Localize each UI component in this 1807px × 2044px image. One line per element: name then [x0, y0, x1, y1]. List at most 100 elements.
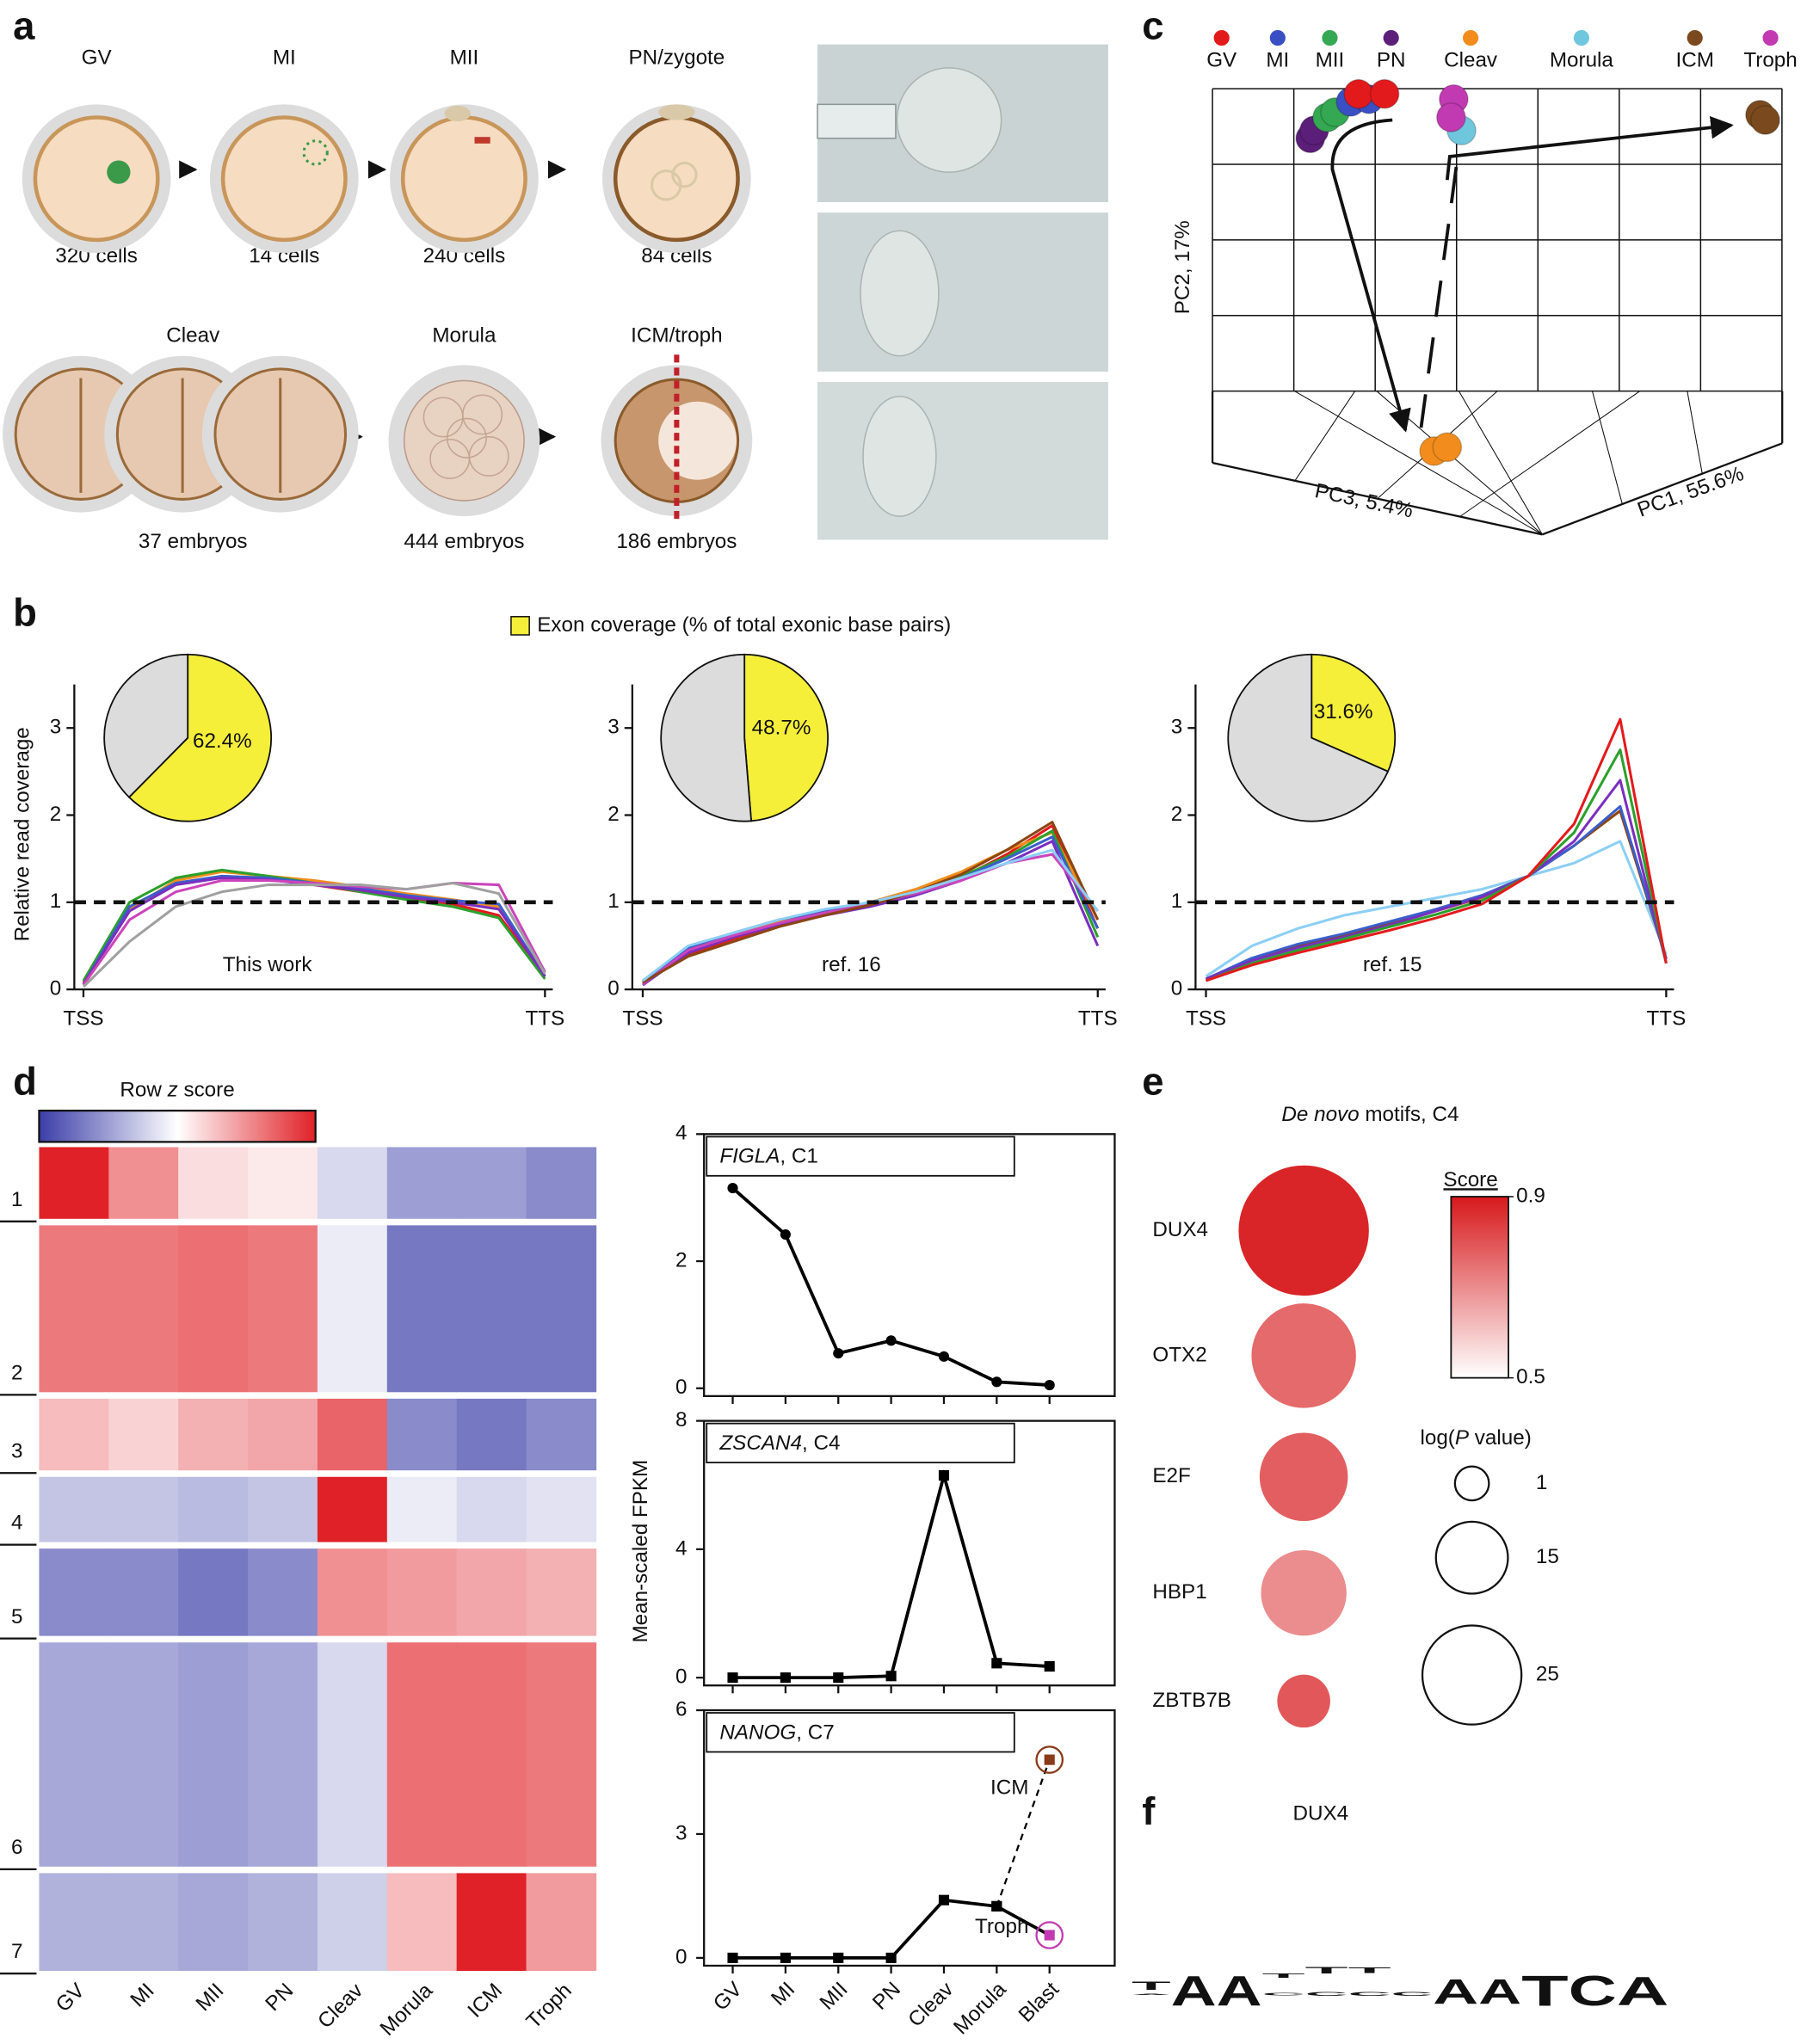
heatmap-cell — [526, 1476, 597, 1542]
blastocoel — [658, 401, 737, 480]
score-colorbar — [1450, 1196, 1509, 1379]
heatmap-cell — [386, 1873, 458, 1972]
plot-frame — [703, 1419, 1116, 1687]
legend-dot — [1322, 29, 1338, 46]
y-tick-label: 0 — [1171, 977, 1182, 1000]
x-tick-label: GV — [709, 1977, 747, 2015]
legend-dot — [1213, 29, 1230, 46]
legend-label: MI — [1266, 49, 1289, 72]
heatmap-cell — [386, 1225, 458, 1393]
heatmap-cell — [456, 1225, 527, 1393]
micrograph-cell — [862, 395, 937, 517]
logo-letter: A — [1478, 1973, 1521, 2012]
label-part: FIGLA — [719, 1145, 780, 1168]
coverage-line — [1205, 748, 1668, 982]
x-tick-label: MI — [767, 1978, 799, 2010]
coverage-line — [1205, 779, 1668, 981]
point — [1044, 1754, 1055, 1765]
motif-bubble — [1277, 1674, 1330, 1728]
logo-letter: T — [1305, 1965, 1350, 1975]
x-tick-label: TTS — [1646, 1007, 1686, 1030]
cluster-label: 5 — [11, 1605, 22, 1628]
motif-label: DUX4 — [1152, 1218, 1208, 1241]
pie-slice — [103, 653, 189, 798]
micrograph — [817, 382, 1108, 540]
pca-sample — [1343, 78, 1374, 109]
column-label: MII — [192, 1979, 229, 2016]
heatmap-cell — [317, 1548, 388, 1636]
y-tick-label: 1 — [1171, 890, 1182, 913]
label: De novo motifs, C4 — [1281, 1103, 1459, 1126]
logo-letter: A — [1217, 1968, 1262, 2015]
label: log(P value) — [1420, 1426, 1531, 1450]
heatmap-cell — [178, 1873, 249, 1972]
size-legend-circle — [1453, 1465, 1490, 1502]
heatmap-cell — [39, 1398, 110, 1471]
heatmap-cell — [108, 1398, 179, 1471]
column-label: Cleav — [313, 1979, 368, 2034]
heatmap-cell — [526, 1398, 597, 1471]
label: FIGLA, C1 — [719, 1145, 817, 1168]
label: Row z score — [120, 1079, 234, 1102]
axis-title: Relative read coverage — [11, 727, 34, 941]
title-box — [706, 1422, 1015, 1464]
heatmap-cell — [248, 1225, 318, 1393]
x-tick-label: TSS — [622, 1007, 663, 1030]
label-part: , C7 — [796, 1721, 834, 1745]
heatmap-cell — [386, 1398, 458, 1471]
y-tick-label: 3 — [1171, 716, 1182, 739]
label-part: score — [178, 1079, 235, 1102]
cell — [400, 115, 527, 243]
heatmap-cell — [317, 1225, 388, 1393]
pie-slice — [1311, 653, 1397, 773]
point — [1044, 1661, 1055, 1672]
motif-bubble — [1251, 1303, 1356, 1408]
x-tick-label: TTS — [1078, 1007, 1118, 1030]
polar-body — [658, 104, 695, 120]
motif-bubble — [1238, 1165, 1369, 1296]
logo-letter: C — [1391, 1991, 1434, 1998]
point — [885, 1335, 897, 1346]
trajectory — [1419, 166, 1459, 428]
axis-label: PC3, 5.4% — [1313, 479, 1415, 522]
y-tick-label: 2 — [1171, 803, 1182, 826]
coverage-line — [82, 874, 546, 985]
blastomere — [462, 394, 503, 435]
column-label: MI — [126, 1979, 158, 2011]
pca-grid — [1687, 391, 1703, 474]
coverage-line — [642, 821, 1100, 984]
legend-swatch — [510, 616, 530, 636]
cell — [613, 115, 740, 243]
y-tick-label: 0 — [675, 1945, 687, 1968]
label: ZSCAN4, C4 — [718, 1431, 840, 1455]
heatmap-cell — [108, 1147, 179, 1219]
expression-line — [731, 1186, 1050, 1387]
legend-label: Morula — [1550, 49, 1614, 72]
point — [1044, 1930, 1055, 1941]
stage-label: Cleav — [166, 323, 220, 347]
cell — [33, 115, 160, 243]
stage-label: MII — [450, 46, 479, 70]
y-tick-label: 3 — [50, 716, 61, 739]
logo-letter: C — [1262, 1992, 1307, 1996]
pie-label: 31.6% — [1314, 700, 1373, 723]
heatmap-cell — [108, 1642, 179, 1867]
x-tick-label: MII — [816, 1978, 853, 2015]
title-box — [706, 1136, 1015, 1177]
point — [1044, 1380, 1055, 1391]
column-label: PN — [261, 1979, 298, 2016]
pie-slice — [127, 653, 273, 822]
panel-label: e — [1142, 1060, 1163, 1104]
blastomere — [468, 435, 509, 477]
coverage-line — [1206, 717, 1668, 982]
logo-letter: T — [1521, 1967, 1569, 2016]
y-tick-label: 3 — [675, 1821, 687, 1844]
y-tick-label: 2 — [50, 803, 61, 826]
column-label: GV — [52, 1979, 89, 2016]
point — [727, 1183, 738, 1194]
y-tick-label: 2 — [675, 1248, 687, 1271]
legend-label: ICM — [1675, 49, 1713, 72]
point — [780, 1952, 791, 1963]
y-tick-label: 3 — [607, 716, 619, 739]
